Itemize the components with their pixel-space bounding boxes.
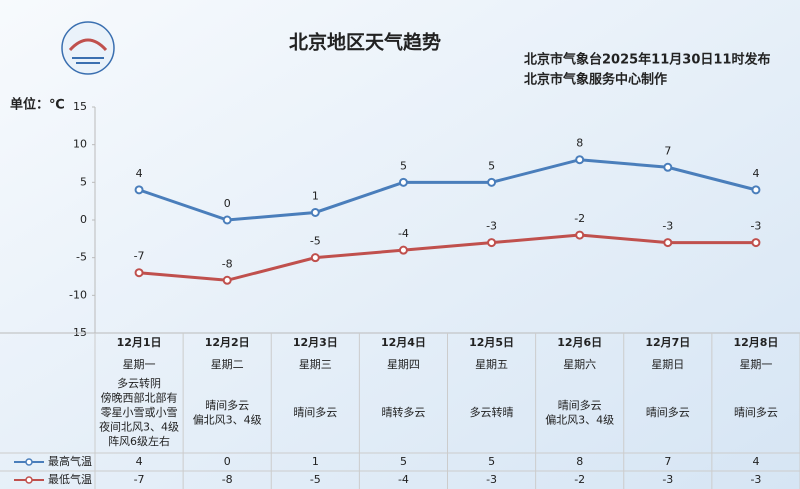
data-label: -5 — [310, 235, 321, 248]
point — [134, 268, 144, 278]
data-label: -8 — [222, 257, 233, 270]
series-line — [138, 158, 757, 222]
weekday: 星期四 — [387, 358, 420, 371]
table-value: -2 — [574, 473, 585, 486]
point — [751, 238, 761, 248]
data-label: 1 — [312, 189, 319, 202]
subtitle: 北京市气象服务中心制作 — [524, 72, 667, 88]
point — [487, 238, 497, 248]
series-line — [138, 233, 756, 282]
weather-text: 多云转晴 — [470, 405, 514, 419]
x-tick-label: 12月6日 — [557, 336, 602, 349]
weather-text: 夜间北风3、4级 — [99, 420, 179, 434]
data-label: 5 — [400, 159, 407, 172]
weekday: 星期五 — [475, 358, 508, 371]
point — [310, 253, 320, 263]
point — [487, 177, 497, 187]
legend-label: 最高气温 — [48, 454, 92, 468]
table-value: 7 — [664, 455, 671, 468]
data-label: -3 — [662, 220, 673, 233]
x-tick-label: 12月4日 — [381, 336, 426, 349]
weather-text: 多云转阴 — [117, 376, 161, 390]
weather-text: 晴间多云 — [293, 405, 337, 419]
weather-text: 晴间多云 — [205, 398, 249, 412]
weather-text: 晴间多云 — [558, 398, 602, 412]
table-value: 5 — [400, 455, 407, 468]
point — [398, 177, 408, 187]
data-label: -4 — [398, 227, 409, 240]
x-tick-label: 12月8日 — [733, 336, 778, 349]
table-value: 1 — [312, 455, 319, 468]
x-tick-label: 12月2日 — [205, 336, 250, 349]
point — [398, 245, 408, 255]
weekday: 星期六 — [563, 358, 596, 371]
point — [310, 207, 320, 217]
x-tick-label: 12月3日 — [293, 336, 338, 349]
point — [663, 238, 673, 248]
point — [222, 275, 232, 285]
table-value: 4 — [136, 455, 143, 468]
data-label: 5 — [488, 159, 495, 172]
x-tick-label: 12月5日 — [469, 336, 514, 349]
data-label: 0 — [224, 197, 231, 210]
weather-text: 阵风6级左右 — [108, 434, 170, 448]
table-value: -8 — [222, 473, 233, 486]
weekday: 星期三 — [299, 358, 332, 371]
y-tick-label: 15 — [73, 100, 87, 113]
y-tick-label: -10 — [69, 288, 87, 301]
subtitle: 北京市气象台2025年11月30日11时发布 — [524, 52, 770, 68]
weather-text: 零星小雪或小雪 — [101, 406, 178, 419]
weather-text: 偏北风3、4级 — [193, 412, 262, 426]
weekday: 星期二 — [211, 358, 244, 371]
table-value: 0 — [224, 455, 231, 468]
point — [222, 215, 232, 225]
table-value: -7 — [134, 473, 145, 486]
table-value: 8 — [576, 455, 583, 468]
table-value: 4 — [752, 455, 759, 468]
data-label: -3 — [750, 220, 761, 233]
weekday: 星期一 — [123, 358, 156, 371]
x-tick-label: 12月7日 — [645, 336, 690, 349]
table-value: -4 — [398, 473, 409, 486]
weather-text: 傍晚西部北部有 — [101, 391, 178, 405]
data-label: -2 — [574, 212, 585, 225]
data-label: 4 — [752, 167, 759, 180]
data-label: -7 — [134, 250, 145, 263]
y-tick-label: 10 — [73, 138, 87, 151]
table-value: -5 — [310, 473, 321, 486]
table-value: 5 — [488, 455, 495, 468]
logo — [61, 21, 115, 75]
weekday: 星期日 — [651, 358, 684, 371]
point — [751, 185, 761, 195]
y-tick-label: -5 — [76, 251, 87, 264]
weather-text: 晴间多云 — [646, 405, 690, 419]
chart-title: 北京地区天气趋势 — [289, 31, 441, 54]
weather-text: 晴转多云 — [381, 405, 425, 419]
data-label: 7 — [664, 144, 671, 157]
table-value: -3 — [662, 473, 673, 486]
y-tick-label: 0 — [80, 213, 87, 226]
data-label: 4 — [136, 167, 143, 180]
legend-marker — [25, 476, 33, 484]
point — [575, 230, 585, 240]
unit-label: 单位：℃ — [10, 97, 65, 113]
weekday: 星期一 — [739, 358, 772, 371]
table-value: -3 — [750, 473, 761, 486]
x-tick-label: 12月1日 — [117, 336, 162, 349]
weather-text: 晴间多云 — [734, 405, 778, 419]
table-value: -3 — [486, 473, 497, 486]
point — [663, 162, 673, 172]
point — [575, 155, 585, 165]
y-tick-label: 5 — [80, 175, 87, 188]
data-label: -3 — [486, 220, 497, 233]
point — [134, 185, 144, 195]
legend-label: 最低气温 — [48, 472, 92, 486]
data-label: 8 — [576, 137, 583, 150]
weather-text: 偏北风3、4级 — [545, 412, 614, 426]
legend-marker — [25, 458, 33, 466]
